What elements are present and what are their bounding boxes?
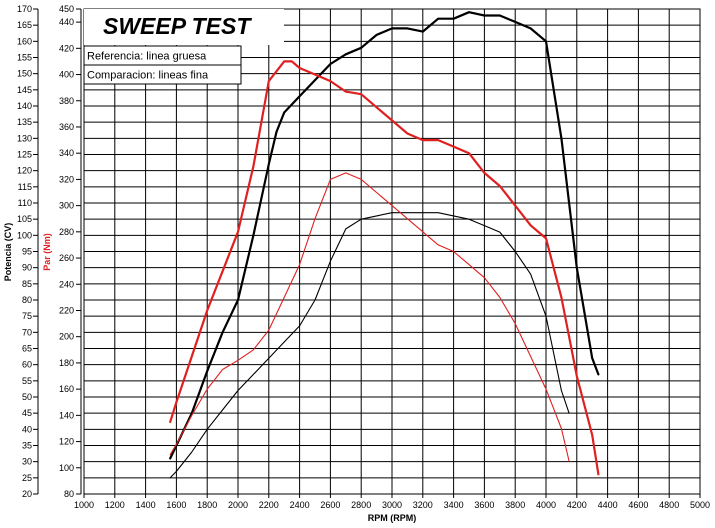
power-tick-label: 75 — [22, 311, 32, 321]
x-tick-label: 5000 — [690, 500, 710, 510]
power-tick-label: 105 — [17, 214, 32, 224]
plot-frame — [83, 8, 701, 495]
torque-tick-label: 100 — [59, 463, 74, 473]
power-tick-label: 170 — [17, 4, 32, 14]
torque-tick-label: 220 — [59, 305, 74, 315]
torque-tick-label: 360 — [59, 122, 74, 132]
comparison-torque-line — [169, 172, 570, 462]
x-tick-label: 1200 — [105, 500, 125, 510]
x-tick-label: 4200 — [567, 500, 587, 510]
torque-tick-label: 440 — [59, 17, 74, 27]
x-tick-label: 1400 — [136, 500, 156, 510]
torque-tick-label: 120 — [59, 437, 74, 447]
y-axis-title-power: Potencia (CV) — [3, 223, 13, 282]
torque-tick-label: 280 — [59, 227, 74, 237]
x-tick-label: 2400 — [290, 500, 310, 510]
legend: Referencia: linea gruesa Comparacion: li… — [83, 45, 242, 85]
power-tick-label: 70 — [22, 327, 32, 337]
x-tick-label: 1800 — [197, 500, 217, 510]
power-tick-label: 145 — [17, 85, 32, 95]
chart-title: SWEEP TEST — [103, 13, 252, 39]
x-tick-label: 1000 — [74, 500, 94, 510]
torque-tick-label: 400 — [59, 70, 74, 80]
power-tick-label: 40 — [22, 424, 32, 434]
power-tick-label: 140 — [17, 101, 32, 111]
x-tick-label: 2200 — [259, 500, 279, 510]
power-tick-label: 30 — [22, 457, 32, 467]
torque-tick-label: 180 — [59, 358, 74, 368]
power-tick-label: 150 — [17, 69, 32, 79]
legend-entry-reference: Referencia: linea gruesa — [87, 51, 207, 63]
power-tick-label: 165 — [17, 20, 32, 30]
torque-tick-label: 300 — [59, 201, 74, 211]
power-tick-label: 115 — [18, 182, 32, 192]
torque-tick-label: 200 — [59, 332, 74, 342]
x-tick-label: 3000 — [382, 500, 402, 510]
power-tick-label: 135 — [17, 117, 32, 127]
power-tick-label: 60 — [22, 360, 32, 370]
x-tick-label: 2800 — [351, 500, 371, 510]
y-axis-title-torque: Par (Nm) — [42, 233, 52, 271]
power-tick-label: 95 — [22, 247, 32, 257]
x-tick-label: 2000 — [228, 500, 248, 510]
power-tick-label: 65 — [22, 344, 32, 354]
torque-tick-label: 380 — [59, 96, 74, 106]
power-tick-label: 80 — [22, 295, 32, 305]
x-axis-title: RPM (RPM) — [368, 513, 417, 523]
torque-tick-label: 450 — [59, 4, 74, 14]
power-tick-label: 100 — [17, 230, 32, 240]
power-tick-label: 130 — [17, 133, 32, 143]
power-tick-label: 85 — [22, 279, 32, 289]
power-tick-label: 110 — [18, 198, 32, 208]
torque-tick-label: 420 — [59, 43, 74, 53]
reference-torque-line — [169, 60, 600, 476]
torque-tick-label: 320 — [59, 174, 74, 184]
x-tick-label: 1600 — [166, 500, 186, 510]
torque-tick-label: 140 — [59, 410, 74, 420]
power-tick-label: 125 — [17, 150, 32, 160]
axes: 1000 1200 1400 1600 1800 2000 2200 2400 2600 2800… — [17, 4, 710, 510]
power-tick-label: 20 — [22, 489, 32, 499]
power-tick-label: 25 — [22, 473, 32, 483]
power-tick-label: 160 — [17, 36, 32, 46]
power-tick-label: 45 — [22, 408, 32, 418]
legend-entry-comparison: Comparacion: lineas fina — [87, 70, 209, 82]
x-tick-label: 3600 — [474, 500, 494, 510]
x-tick-label: 3800 — [505, 500, 525, 510]
torque-tick-label: 240 — [59, 279, 74, 289]
x-tick-label: 3400 — [444, 500, 464, 510]
reference-power-line — [169, 11, 600, 460]
power-tick-label: 155 — [17, 53, 32, 63]
x-tick-label: 4400 — [598, 500, 618, 510]
title-box — [84, 9, 284, 45]
x-tick-label: 4800 — [659, 500, 679, 510]
series-lines — [169, 11, 600, 479]
comparison-power-line — [169, 212, 570, 479]
x-tick-label: 4600 — [628, 500, 648, 510]
torque-tick-label: 80 — [64, 489, 74, 499]
power-tick-label: 90 — [22, 263, 32, 273]
power-tick-label: 120 — [17, 166, 32, 176]
power-tick-label: 55 — [22, 376, 32, 386]
torque-tick-label: 160 — [59, 384, 74, 394]
x-tick-label: 3200 — [413, 500, 433, 510]
torque-tick-label: 340 — [59, 148, 74, 158]
x-tick-label: 4000 — [536, 500, 556, 510]
power-tick-label: 35 — [22, 441, 32, 451]
torque-tick-label: 260 — [59, 253, 74, 263]
power-tick-label: 50 — [22, 392, 32, 402]
x-tick-label: 2600 — [320, 500, 340, 510]
